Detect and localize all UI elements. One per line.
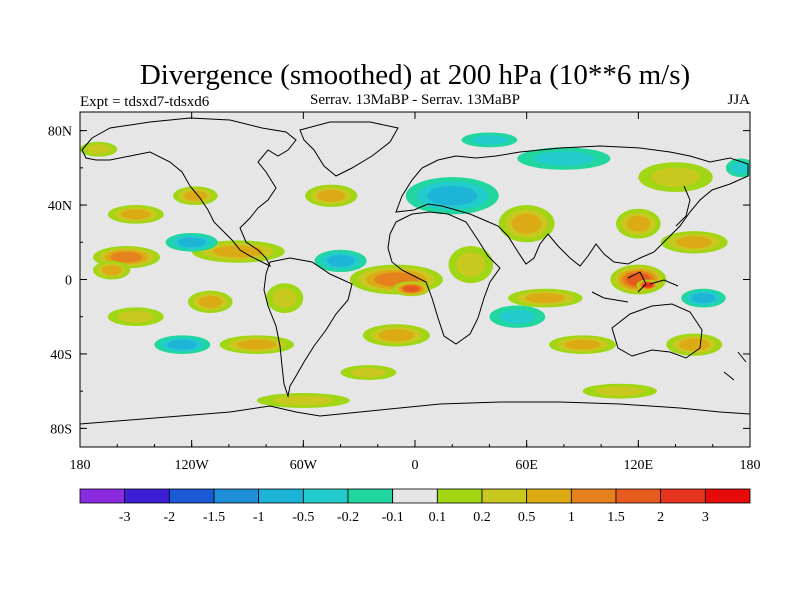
divergence-contour-1-2 — [101, 265, 122, 276]
colorbar-swatch-13 — [660, 488, 706, 504]
x-tick-label-0: 180 — [70, 458, 91, 473]
longitude-axis: 180 120W 60W 0 60E 120E 180 — [70, 112, 761, 473]
divergence-contour-19-2 — [511, 213, 542, 234]
colorbar-swatch-2 — [168, 488, 215, 504]
north-america-coastline — [81, 117, 297, 268]
new-zealand-coastline — [723, 351, 747, 381]
y-tick-label-4: 80S — [50, 422, 72, 437]
divergence-contour-24-5 — [642, 282, 653, 288]
colorbar-label-0: -3 — [119, 510, 131, 525]
colorbar-swatch-4 — [258, 488, 304, 504]
y-tick-label-2: 0 — [65, 274, 72, 289]
y-tick-label-1: 40N — [48, 199, 72, 214]
latitude-axis: 80N 40N 0 40S 80S — [48, 125, 750, 437]
experiment-label: Expt = tdsxd7-tdsxd6 — [80, 94, 210, 110]
greenland-coastline — [299, 121, 399, 177]
colorbar-swatch-11 — [570, 488, 617, 504]
colorbar-label-13: 3 — [702, 510, 709, 525]
antarctica-coastline — [80, 401, 750, 425]
colorbar-swatch-5 — [302, 488, 349, 504]
divergence-contour-7-2 — [198, 295, 223, 308]
x-tick-label-3: 0 — [412, 458, 419, 473]
colorbar-swatch-14 — [704, 488, 751, 504]
colorbar-label-4: -0.5 — [292, 510, 314, 525]
colorbar-swatch-3 — [213, 488, 260, 504]
season-label: JJA — [727, 92, 750, 108]
divergence-contour-30-1 — [595, 386, 644, 397]
divergence-contour-2-2 — [120, 209, 151, 220]
x-tick-label-5: 120E — [624, 458, 654, 473]
divergence-contour-35-1 — [731, 161, 750, 174]
colorbar-label-5: -0.2 — [337, 510, 359, 525]
divergence-contour-11-2 — [317, 189, 346, 202]
chart-title: Divergence (smoothed) at 200 hPa (10**6 … — [140, 59, 690, 91]
divergence-contour-14-4 — [403, 285, 420, 293]
divergence-contour-17-2 — [427, 185, 478, 206]
divergence-contour-29-2 — [679, 338, 710, 351]
colorbar-label-8: 0.2 — [473, 510, 491, 525]
divergence-contour-0-3 — [110, 251, 143, 263]
colorbar-swatch-10 — [526, 488, 572, 504]
coastlines — [80, 117, 750, 425]
japan-coastline — [675, 185, 691, 227]
period-label: Serrav. 13MaBP - Serrav. 13MaBP — [310, 92, 520, 108]
colorbar-swatch-12 — [615, 488, 662, 504]
divergence-contour-12-2 — [326, 254, 355, 267]
colorbar-label-11: 1.5 — [607, 510, 625, 525]
y-tick-label-3: 40S — [50, 348, 72, 363]
south-america-coastline — [263, 257, 353, 398]
colorbar-label-3: -1 — [253, 510, 265, 525]
divergence-contour-10-1 — [272, 288, 297, 308]
colorbar-swatch-8 — [436, 488, 483, 504]
colorbar-label-10: 1 — [568, 510, 575, 525]
colorbar-label-9: 0.5 — [518, 510, 536, 525]
colorbar-swatch-9 — [481, 488, 528, 504]
colorbar-label-1: -2 — [163, 510, 175, 525]
divergence-contour-31-1 — [273, 395, 334, 406]
divergence-contour-5-2 — [177, 237, 206, 248]
divergence-field — [80, 132, 750, 408]
x-tick-label-1: 120W — [175, 458, 210, 473]
divergence-contour-22-2 — [564, 339, 601, 350]
divergence-contour-28-2 — [691, 293, 716, 304]
x-tick-label-6: 180 — [740, 458, 761, 473]
divergence-contour-20-1 — [499, 309, 536, 324]
divergence-contour-15-2 — [378, 329, 415, 342]
indonesia-coastline — [591, 271, 679, 303]
divergence-contour-16-1 — [350, 367, 387, 378]
colorbar-swatch-6 — [347, 488, 394, 504]
colorbar-swatch-1 — [124, 488, 170, 504]
eurasia-coastline — [395, 145, 749, 267]
colorbar-label-6: -0.1 — [382, 510, 404, 525]
colorbar-label-2: -1.5 — [203, 510, 225, 525]
y-tick-label-0: 80N — [48, 125, 72, 140]
colorbar-swatch-0 — [79, 488, 126, 504]
divergence-contour-4-2 — [213, 245, 264, 258]
africa-coastline — [387, 211, 501, 345]
x-tick-label-2: 60W — [290, 458, 318, 473]
colorbar-label-7: 0.1 — [429, 510, 447, 525]
divergence-contour-33-1 — [471, 135, 508, 145]
australia-coastline — [611, 303, 703, 359]
colorbar: -3 -2 -1.5 -1 -0.5 -0.2 -0.1 0.1 0.2 0.5 1 1.5 2 3 — [79, 488, 751, 525]
x-tick-label-4: 60E — [515, 458, 538, 473]
divergence-contour-27-1 — [651, 167, 700, 187]
colorbar-swatch-7 — [392, 488, 438, 504]
divergence-contour-32-1 — [533, 151, 595, 166]
divergence-contour-21-2 — [525, 293, 566, 304]
divergence-contour-9-2 — [167, 339, 198, 350]
divergence-contour-26-2 — [676, 236, 713, 249]
divergence-contour-18-1 — [456, 252, 486, 277]
colorbar-label-12: 2 — [657, 510, 664, 525]
divergence-contour-34-1 — [86, 144, 111, 155]
divergence-contour-25-2 — [626, 215, 651, 232]
divergence-contour-6-1 — [117, 310, 154, 323]
divergence-contour-3-2 — [183, 190, 208, 201]
divergence-contour-8-2 — [236, 339, 277, 350]
